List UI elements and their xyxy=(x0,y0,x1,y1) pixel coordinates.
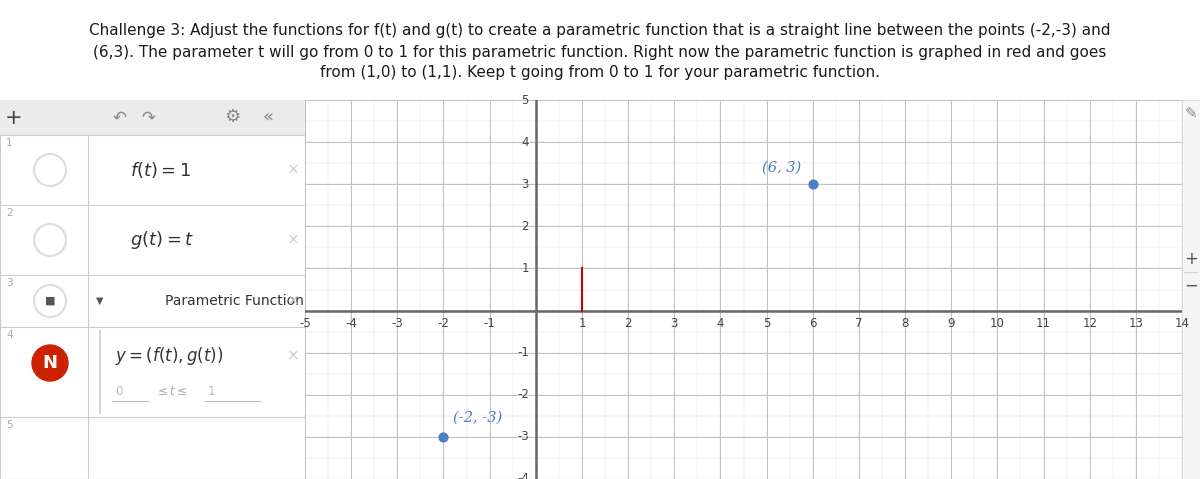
Text: 2: 2 xyxy=(521,220,529,233)
Text: -5: -5 xyxy=(299,318,311,331)
Text: 2: 2 xyxy=(6,208,13,218)
Text: 5: 5 xyxy=(521,93,529,106)
Text: -2: -2 xyxy=(438,318,450,331)
Text: -4: -4 xyxy=(517,472,529,479)
Text: 11: 11 xyxy=(1036,318,1051,331)
Text: 4: 4 xyxy=(521,136,529,148)
Text: 2: 2 xyxy=(624,318,632,331)
Text: 1: 1 xyxy=(6,138,13,148)
Text: 1: 1 xyxy=(521,262,529,275)
Text: ×: × xyxy=(287,232,299,248)
Text: 5: 5 xyxy=(763,318,770,331)
Text: −: − xyxy=(1184,277,1198,295)
Text: 5: 5 xyxy=(6,420,13,430)
Text: 14: 14 xyxy=(1175,318,1189,331)
Text: +: + xyxy=(5,107,23,127)
Text: $y = (f(t),g(t))$: $y = (f(t),g(t))$ xyxy=(115,345,223,367)
Text: ⚙: ⚙ xyxy=(224,109,240,126)
Text: «: « xyxy=(263,109,274,126)
Text: +: + xyxy=(1184,250,1198,268)
Text: 6: 6 xyxy=(809,318,816,331)
Text: ✎: ✎ xyxy=(1184,106,1198,122)
Text: 3: 3 xyxy=(671,318,678,331)
Text: ↷: ↷ xyxy=(142,109,155,126)
Text: 1: 1 xyxy=(208,385,216,399)
Text: 12: 12 xyxy=(1082,318,1097,331)
Text: 7: 7 xyxy=(856,318,863,331)
Text: ▼: ▼ xyxy=(96,296,103,306)
Text: 9: 9 xyxy=(948,318,955,331)
Text: 4: 4 xyxy=(6,330,13,340)
Text: ↶: ↶ xyxy=(113,109,127,126)
Text: ×: × xyxy=(287,162,299,178)
Point xyxy=(434,433,454,441)
Text: 8: 8 xyxy=(901,318,908,331)
Text: -3: -3 xyxy=(517,431,529,444)
Text: $g(t) = t$: $g(t) = t$ xyxy=(130,229,194,251)
Text: 4: 4 xyxy=(716,318,724,331)
Text: $f(t) = 1$: $f(t) = 1$ xyxy=(130,160,191,180)
Text: 13: 13 xyxy=(1128,318,1144,331)
Text: -1: -1 xyxy=(517,346,529,359)
Text: 1: 1 xyxy=(578,318,586,331)
Text: (-2, -3): (-2, -3) xyxy=(452,411,502,425)
Text: Challenge 3: Adjust the functions for f(t) and g(t) to create a parametric funct: Challenge 3: Adjust the functions for f(… xyxy=(89,23,1111,80)
Text: -1: -1 xyxy=(484,318,496,331)
Text: 3: 3 xyxy=(521,178,529,191)
Text: Parametric Function: Parametric Function xyxy=(166,294,304,308)
Text: -3: -3 xyxy=(391,318,403,331)
Text: ×: × xyxy=(287,348,299,363)
Text: 10: 10 xyxy=(990,318,1004,331)
Text: ×: × xyxy=(287,294,299,308)
Text: (6, 3): (6, 3) xyxy=(762,160,802,174)
Text: N: N xyxy=(42,354,58,372)
Bar xyxy=(0,100,305,135)
Text: -4: -4 xyxy=(346,318,358,331)
Text: 0: 0 xyxy=(115,385,122,399)
Point xyxy=(803,181,822,188)
Text: ■: ■ xyxy=(44,296,55,306)
Text: $\leq t \leq$: $\leq t \leq$ xyxy=(155,385,187,399)
Text: -2: -2 xyxy=(517,388,529,401)
Text: 3: 3 xyxy=(6,278,13,288)
Circle shape xyxy=(32,345,68,381)
